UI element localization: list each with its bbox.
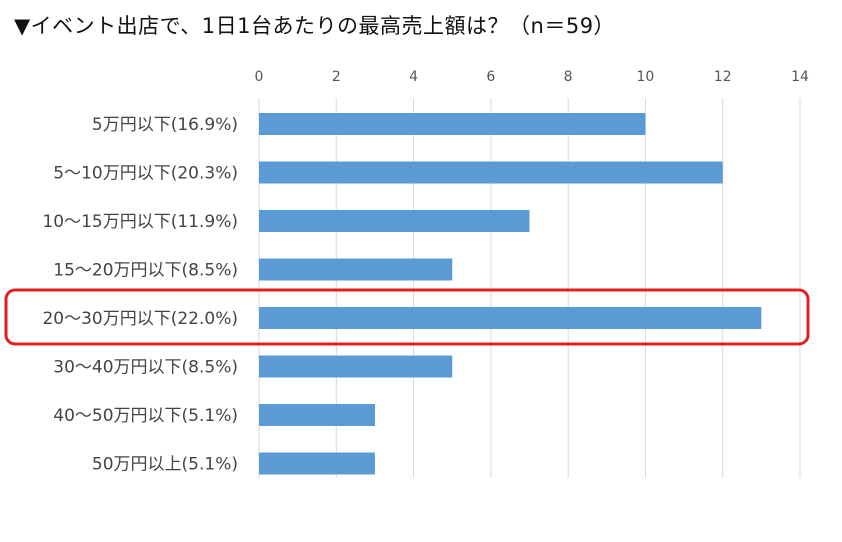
x-tick-label: 10 [637, 69, 655, 85]
bar [259, 258, 453, 281]
category-label: 5～10万円以下(20.3%) [53, 164, 238, 184]
bar [259, 355, 453, 378]
x-tick-label: 2 [332, 69, 341, 85]
x-tick-label: 14 [791, 69, 809, 85]
grid-lines [258, 98, 801, 478]
category-label: 15～20万円以下(8.5%) [53, 261, 238, 281]
x-axis-ticks: 0 2 4 6 8 10 12 14 [255, 69, 809, 85]
category-label: 40～50万円以下(5.1%) [53, 406, 238, 426]
category-label: 50万円以上(5.1%) [92, 455, 238, 475]
category-label: 30～40万円以下(8.5%) [53, 358, 238, 378]
highlight-box-layer [4, 288, 810, 346]
x-tick-label: 12 [714, 69, 732, 85]
bar [259, 161, 723, 184]
bar [259, 452, 375, 475]
bar [259, 113, 646, 135]
bar [259, 307, 762, 329]
x-tick-label: 4 [409, 69, 418, 85]
highlight-box [4, 288, 810, 346]
bar [259, 210, 530, 232]
category-label: 5万円以下(16.9%) [92, 115, 238, 135]
category-label: 20～30万円以下(22.0%) [42, 309, 238, 329]
bars [259, 113, 762, 475]
x-tick-label: 8 [564, 69, 573, 85]
chart-title: ▼イベント出店で、1日1台あたりの最高売上額は？（n＝59） [14, 14, 616, 38]
category-label: 10～15万円以下(11.9%) [42, 212, 238, 232]
bar [259, 404, 375, 426]
x-tick-label: 0 [255, 69, 264, 85]
category-labels: 5万円以下(16.9%) 5～10万円以下(20.3%) 10～15万円以下(11.… [42, 115, 238, 475]
x-tick-label: 6 [486, 69, 495, 85]
